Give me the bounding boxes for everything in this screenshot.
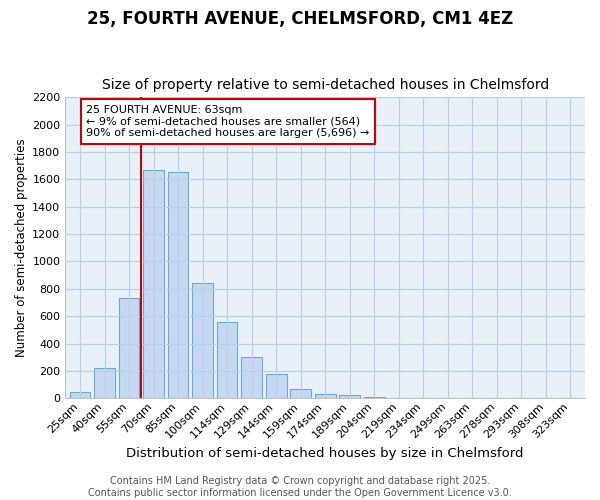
Text: 25 FOURTH AVENUE: 63sqm
← 9% of semi-detached houses are smaller (564)
90% of se: 25 FOURTH AVENUE: 63sqm ← 9% of semi-det…: [86, 105, 370, 138]
Bar: [192, 284, 213, 399]
Text: 25, FOURTH AVENUE, CHELMSFORD, CM1 4EZ: 25, FOURTH AVENUE, CHELMSFORD, CM1 4EZ: [87, 10, 513, 28]
Bar: [266, 374, 287, 398]
Bar: [167, 172, 188, 398]
Title: Size of property relative to semi-detached houses in Chelmsford: Size of property relative to semi-detach…: [101, 78, 549, 92]
Bar: [241, 358, 262, 399]
Bar: [94, 368, 115, 398]
Bar: [315, 394, 335, 398]
Bar: [119, 298, 139, 398]
X-axis label: Distribution of semi-detached houses by size in Chelmsford: Distribution of semi-detached houses by …: [127, 447, 524, 460]
Bar: [364, 396, 385, 398]
Bar: [290, 388, 311, 398]
Bar: [70, 392, 91, 398]
Bar: [217, 322, 238, 398]
Text: Contains HM Land Registry data © Crown copyright and database right 2025.
Contai: Contains HM Land Registry data © Crown c…: [88, 476, 512, 498]
Bar: [143, 170, 164, 398]
Y-axis label: Number of semi-detached properties: Number of semi-detached properties: [15, 138, 28, 357]
Bar: [339, 395, 360, 398]
